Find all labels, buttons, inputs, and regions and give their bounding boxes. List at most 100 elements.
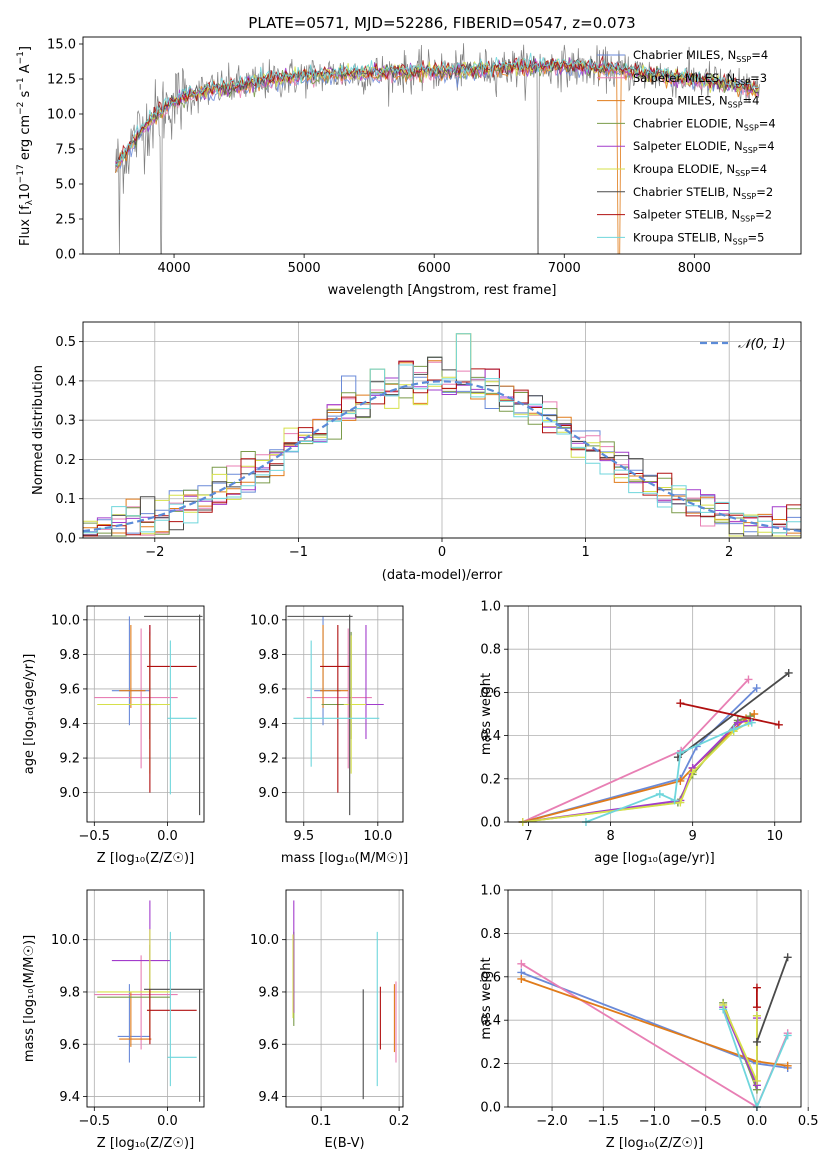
y-tick-label: 9.4 [59,1090,80,1105]
x-tick-label: −2.0 [536,1114,568,1129]
plot-area-spectrum [115,43,760,254]
label-part: Salpeter MILES, N [633,71,735,85]
x-tick-label: 8 [606,829,614,844]
y-tick-label: 12.5 [47,73,76,88]
x-tick-label: 7000 [548,261,581,276]
label-part: Chabrier ELODIE, N [633,116,744,130]
y-tick-label: 9.4 [59,717,80,732]
axes-mass_vs_Z: −0.5 0.0 9.4 9.6 9.8 10.0 [51,889,205,1129]
y-tick-label: 9.6 [258,682,279,697]
errorbar-point [144,988,203,1102]
y-tick-label: 0.4 [480,1014,501,1029]
errorbar-point [287,614,353,816]
axes-frame [86,605,205,823]
x-axis-label: E(B-V) [324,1136,364,1151]
x-tick-label: 0.0 [157,1114,178,1129]
errorbar-point [117,984,150,1063]
model-spectrum [115,58,759,167]
label-part: Salpeter ELODIE, N [633,139,743,153]
label-part: =3 [750,71,767,85]
spectrum-lines [115,43,760,254]
model-spectrum [115,59,760,254]
y-tick-label: 0.8 [480,643,501,658]
y-tick-label: 9.4 [258,1090,279,1105]
weight-line [722,1006,758,1086]
axes-frame [86,889,205,1108]
axes-frame [285,605,404,823]
y-axis-label: Normed distribution [31,365,46,495]
y-axis-label: Flux [fλ10−17 erg cm−2 s−1 A−1] [16,46,35,246]
weight-marker [783,1061,792,1070]
y-tick-label: 0.2 [55,453,76,468]
axes-age_vs_Z: −0.5 0.0 9.0 9.2 9.4 9.6 9.8 10.0 [51,605,205,844]
x-tick-label: 10 [766,829,783,844]
weight-marker [729,725,738,734]
x-tick-label: 0.1 [311,1114,332,1129]
normal-curve [82,380,802,533]
weight-line [522,687,758,823]
x-axis-label: age [log₁₀(age/yr)] [594,851,715,866]
x-axis-label: Z [log₁₀(Z/Z☉)] [97,1136,194,1151]
y-tick-label: 10.0 [250,613,279,628]
errorbar-point [97,929,171,1037]
plot-area-mass_vs_EBV [292,900,397,1100]
x-tick-label: −0.5 [690,1114,722,1129]
x-tick-label: −0.5 [79,829,111,844]
y-tick-label: 10.0 [51,613,80,628]
y-tick-label: 5.0 [55,178,76,193]
x-tick-label: 1 [581,545,589,560]
weight-marker [752,1003,761,1012]
weight-marker [752,1011,761,1020]
weight-marker [752,983,761,992]
legend-label: Salpeter ELODIE, NSSP=4 [633,139,775,155]
x-tick-label: 0.0 [157,829,178,844]
label-part: SSP [744,123,759,132]
axes-frame [82,36,802,255]
y-tick-label: 9.6 [59,682,80,697]
label-part: SSP [733,237,748,246]
y-tick-label: 9.4 [258,717,279,732]
weight-marker [744,675,753,684]
y-tick-label: 15.0 [47,38,76,53]
axes-residuals: −2 −1 0 1 2 0.0 0.1 0.2 0.3 0.4 0.5 [55,321,802,560]
histogram-step [83,333,801,534]
errorbar-point [167,640,197,795]
label-part: =2 [756,185,773,199]
weight-marker [752,1076,761,1085]
y-tick-label: 0.2 [480,772,501,787]
label-part: Kroupa MILES, N [633,94,728,108]
weight-marker [784,668,793,677]
label-part: Kroupa STELIB, N [633,230,733,244]
errorbar-point [293,640,380,767]
errorbar-point [146,625,197,793]
weight-line [680,702,779,726]
legend-label: Chabrier MILES, NSSP=4 [633,48,768,64]
x-tick-label: 0.2 [389,1114,410,1129]
legend-label: Chabrier ELODIE, NSSP=4 [633,116,776,132]
y-tick-label: 9.0 [59,786,80,801]
y-tick-label: 0.6 [480,970,501,985]
label-part: SSP [741,192,756,201]
axes-frame [507,605,802,823]
y-tick-label: 0.0 [55,532,76,547]
weight-marker [655,789,664,798]
label-part: =4 [759,116,776,130]
label-part: SSP [736,55,751,64]
y-tick-label: 0.1 [55,492,76,507]
errorbar-point [119,625,146,708]
y-tick-label: 0.0 [480,1101,501,1116]
label-part: =4 [750,162,767,176]
weight-marker [676,748,685,757]
y-tick-label: 9.8 [258,985,279,1000]
weight-marker [752,684,761,693]
weight-marker [747,718,756,727]
label-part: Kroupa ELODIE, N [633,162,735,176]
weight-marker [517,974,526,983]
label-part: =4 [743,94,760,108]
legend-label: Chabrier STELIB, NSSP=2 [633,185,773,201]
errorbar-point [314,616,341,726]
y-tick-label: 0.0 [55,248,76,263]
y-tick-label: 0.8 [480,927,501,942]
plot-area-residuals [82,333,802,537]
